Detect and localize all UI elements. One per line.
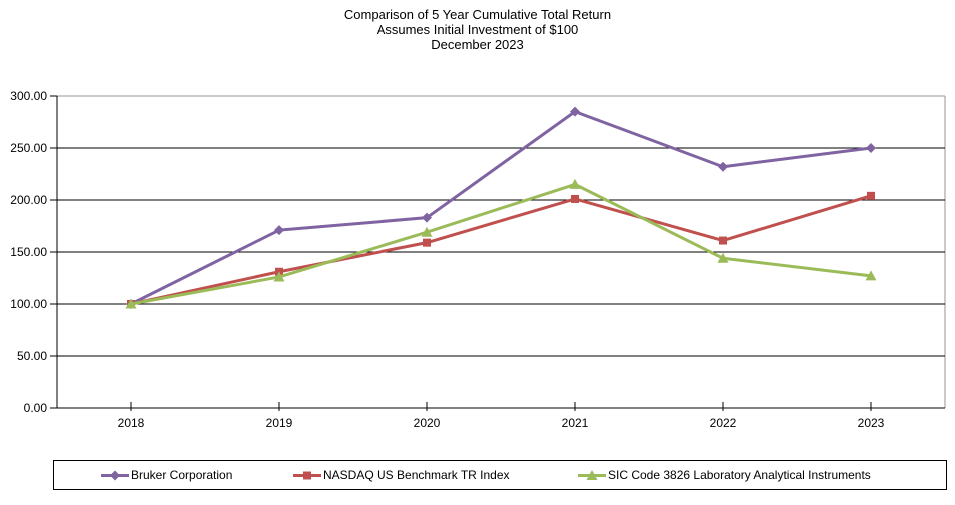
x-axis-label: 2021 — [562, 416, 589, 430]
x-axis-label: 2023 — [858, 416, 885, 430]
chart-title: Comparison of 5 Year Cumulative Total Re… — [0, 7, 955, 52]
legend-label: NASDAQ US Benchmark TR Index — [323, 468, 510, 482]
triangle-marker-glyph — [586, 469, 598, 480]
series-line-2 — [129, 182, 873, 306]
data-point-marker — [866, 143, 876, 153]
chart-title-line3: December 2023 — [431, 37, 524, 52]
series-line-0 — [129, 110, 873, 306]
y-axis-label: 150.00 — [10, 245, 47, 259]
data-point-marker — [421, 226, 433, 237]
triangle-marker-icon — [578, 469, 606, 480]
x-axis-label: 2020 — [414, 416, 441, 430]
data-point-marker — [570, 106, 580, 117]
data-point-marker — [867, 191, 875, 200]
data-point-marker — [719, 236, 727, 245]
y-axis-label: 100.00 — [10, 297, 47, 311]
square-marker-icon — [293, 471, 321, 479]
legend-item-nasdaq: NASDAQ US Benchmark TR Index — [293, 461, 510, 489]
data-point-marker — [274, 225, 284, 236]
chart-title-line1: Comparison of 5 Year Cumulative Total Re… — [343, 7, 612, 22]
data-point-marker — [422, 212, 432, 223]
legend-label: Bruker Corporation — [131, 468, 233, 482]
data-point-marker — [569, 178, 581, 189]
data-point-marker — [571, 194, 579, 203]
y-axis-label: 250.00 — [10, 141, 47, 155]
diamond-marker-icon — [101, 470, 129, 480]
legend: Bruker Corporation NASDAQ US Benchmark T… — [53, 460, 947, 490]
diamond-marker-glyph — [110, 470, 120, 480]
y-axis-label: 50.00 — [17, 349, 47, 363]
x-axis-label: 2019 — [266, 416, 293, 430]
data-point-marker — [273, 271, 285, 282]
chart-title-line2: Assumes Initial Investment of $100 — [376, 22, 579, 37]
data-point-marker — [865, 270, 877, 281]
x-axis-label: 2018 — [118, 416, 145, 430]
x-axis-label: 2022 — [710, 416, 737, 430]
y-axis-label: 300.00 — [10, 89, 47, 103]
square-marker-glyph — [303, 471, 311, 479]
data-point-marker — [423, 238, 431, 247]
legend-item-bruker: Bruker Corporation — [101, 461, 232, 489]
data-point-marker — [125, 298, 137, 309]
y-axis-label: 0.00 — [24, 401, 48, 415]
data-point-marker — [718, 161, 728, 172]
legend-label: SIC Code 3826 Laboratory Analytical Inst… — [608, 468, 871, 482]
legend-item-sic3826: SIC Code 3826 Laboratory Analytical Inst… — [578, 461, 871, 489]
y-axis-label: 200.00 — [10, 193, 47, 207]
series-line-1 — [129, 194, 873, 306]
data-point-marker — [717, 252, 729, 263]
